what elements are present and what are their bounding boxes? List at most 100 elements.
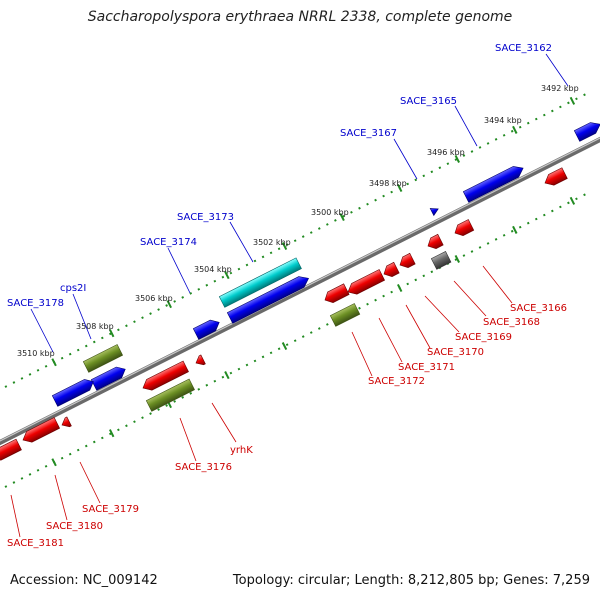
- leader-line: [351, 331, 373, 377]
- reverse-gene-labels: SACE_3166 SACE_3168 SACE_3169 SACE_3170 …: [7, 303, 567, 549]
- ruler-tick: [224, 371, 230, 380]
- gene-sace-3170[interactable]: [397, 252, 416, 270]
- gene-label-sace-3180[interactable]: SACE_3180: [46, 521, 103, 532]
- ruler-tick: [512, 125, 518, 134]
- gene-sace-3167[interactable]: [429, 205, 440, 217]
- gene-sace-3181[interactable]: [0, 438, 22, 463]
- gene-label-sace-3166[interactable]: SACE_3166: [510, 303, 567, 314]
- leader-line: [454, 105, 478, 147]
- gene-sace-3180[interactable]: [20, 417, 61, 446]
- topology-text: Topology: circular; Length: 8,212,805 bp…: [232, 573, 590, 588]
- upper-ruler: [4, 91, 591, 388]
- leader-line: [179, 417, 197, 462]
- leader-line: [211, 402, 237, 443]
- gene-label-sace-3174[interactable]: SACE_3174: [140, 237, 197, 248]
- gene-sace-3178[interactable]: [90, 364, 128, 391]
- gene-sace-3174b[interactable]: [192, 317, 222, 340]
- leader-line: [10, 494, 21, 538]
- kbp-label: 3504 kbp: [194, 265, 232, 274]
- ruler-tick: [51, 358, 57, 367]
- leader-line: [405, 304, 431, 349]
- ruler-tick: [51, 458, 57, 467]
- ruler-tick: [281, 242, 288, 251]
- lower-ruler: [4, 191, 591, 488]
- gene-label-sace-3172[interactable]: SACE_3172: [368, 376, 425, 387]
- gene-label-sace-3165[interactable]: SACE_3165: [400, 96, 457, 107]
- leader-line: [30, 308, 54, 353]
- ruler-tick: [454, 154, 460, 163]
- leader-line: [54, 474, 68, 521]
- ruler-ticks: [51, 96, 576, 467]
- kbp-label: 3502 kbp: [253, 238, 291, 247]
- forward-gene-labels: SACE_3162 SACE_3165 SACE_3167 SACE_3173 …: [7, 43, 552, 309]
- kbp-label: 3508 kbp: [76, 322, 114, 331]
- kbp-label: 3506 kbp: [135, 294, 173, 303]
- leader-line: [482, 265, 513, 304]
- gene-sace-3172[interactable]: [345, 269, 386, 298]
- map-title: Saccharopolyspora erythraea NRRL 2338, c…: [87, 9, 513, 25]
- gene-label-sace-3173[interactable]: SACE_3173: [177, 212, 234, 223]
- ruler-tick: [109, 329, 115, 338]
- gene-label-sace-3176[interactable]: SACE_3176: [175, 462, 232, 473]
- gene-sace-3162[interactable]: [573, 119, 600, 142]
- kbp-label: 3496 kbp: [427, 148, 465, 157]
- gene-sace-3168[interactable]: [452, 219, 475, 239]
- gene-label-sace-3179[interactable]: SACE_3179: [82, 504, 139, 515]
- gene-label-sace-3170[interactable]: SACE_3170: [427, 347, 484, 358]
- gene-label-sace-3169[interactable]: SACE_3169: [455, 332, 512, 343]
- leader-line: [424, 295, 460, 333]
- kbp-label: 3494 kbp: [484, 116, 522, 125]
- ruler-tick: [166, 300, 172, 309]
- gene-sace-3176[interactable]: [140, 360, 189, 393]
- gene-sace-3176-olive[interactable]: [145, 378, 195, 412]
- gene-sace-3172b[interactable]: [322, 283, 350, 306]
- genome-backbone: [0, 136, 600, 446]
- gene-label-sace-3171[interactable]: SACE_3171: [398, 362, 455, 373]
- kbp-label: 3510 kbp: [17, 349, 55, 358]
- gene-label-sace-3181[interactable]: SACE_3181: [7, 538, 64, 549]
- gene-sace-3174[interactable]: [226, 273, 311, 324]
- gene-label-cps2i[interactable]: cps2I: [60, 283, 86, 294]
- leader-line: [545, 53, 569, 87]
- leader-line: [72, 293, 92, 340]
- gene-sace-3166[interactable]: [542, 167, 568, 189]
- gene-label-yrhk[interactable]: yrhK: [230, 445, 253, 456]
- ruler-tick: [339, 213, 345, 222]
- gene-label-sace-3167[interactable]: SACE_3167: [340, 128, 397, 139]
- ruler-tick: [109, 429, 115, 438]
- ruler-tick: [512, 225, 518, 234]
- accession-text: Accession: NC_009142: [10, 573, 158, 588]
- leader-line: [79, 461, 101, 504]
- gene-sace-3165[interactable]: [462, 163, 526, 203]
- kbp-label: 3500 kbp: [311, 208, 349, 217]
- gene-label-sace-3162[interactable]: SACE_3162: [495, 43, 552, 54]
- ruler-tick: [281, 342, 288, 351]
- gene-sace-3172-olive[interactable]: [329, 303, 361, 327]
- gene-yrhk[interactable]: [194, 354, 206, 368]
- gene-cps2i[interactable]: [82, 344, 124, 373]
- reverse-genes: [0, 167, 568, 463]
- gene-sace-3169[interactable]: [425, 233, 444, 251]
- leader-line: [167, 247, 191, 294]
- gene-label-sace-3168[interactable]: SACE_3168: [483, 317, 540, 328]
- gene-sace-3173[interactable]: [218, 257, 302, 308]
- kbp-label: 3498 kbp: [369, 179, 407, 188]
- ruler-tick: [454, 254, 460, 263]
- ruler-tick: [224, 271, 230, 280]
- leader-line: [229, 221, 254, 263]
- leader-line: [378, 317, 403, 363]
- gene-sace-3179[interactable]: [60, 416, 72, 430]
- gene-sace-3178b[interactable]: [51, 376, 96, 407]
- ruler-tick: [569, 196, 576, 205]
- gene-sace-3169-grey[interactable]: [430, 251, 452, 270]
- label-leaders: [10, 53, 569, 538]
- gene-sace-3171[interactable]: [381, 261, 400, 279]
- kbp-label: 3492 kbp: [541, 84, 579, 93]
- ruler-tick: [397, 183, 403, 193]
- forward-genes: [51, 119, 600, 407]
- ruler-tick: [569, 96, 576, 105]
- gene-label-sace-3178[interactable]: SACE_3178: [7, 298, 64, 309]
- leader-line: [453, 280, 487, 317]
- ruler-tick: [397, 283, 403, 293]
